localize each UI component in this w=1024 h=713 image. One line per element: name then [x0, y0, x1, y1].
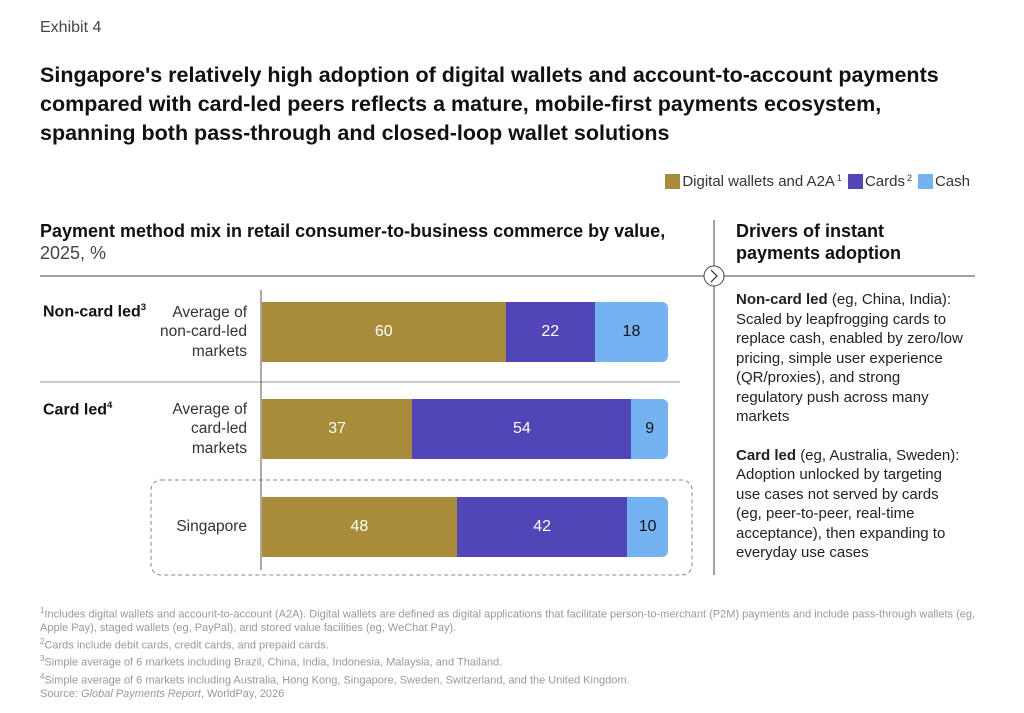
- group-name: Card led: [43, 401, 108, 419]
- footnote-mark: 1: [40, 606, 45, 615]
- legend-swatch: [847, 174, 863, 189]
- legend-label: Digital wallets and A2A: [682, 173, 835, 190]
- footnote-text: Includes digital wallets and account-to-…: [40, 608, 976, 634]
- value-label: 9: [645, 420, 655, 437]
- value-label: 54: [512, 420, 531, 437]
- group-label: Non-card led3: [43, 302, 146, 321]
- bar-segment: 42: [456, 497, 628, 557]
- footnote-text: Simple average of 6 markets including Au…: [44, 674, 630, 687]
- subtitle: Payment method mix in retail consumer-to…: [40, 221, 666, 241]
- source: Source: Global Payments Report, WorldPay…: [40, 688, 980, 701]
- footnote: 1Includes digital wallets and account-to…: [40, 604, 980, 635]
- legend-swatch: [917, 174, 933, 189]
- value-label: 42: [533, 518, 552, 535]
- footnote-mark: 3: [40, 654, 45, 664]
- footnote-mark: 4: [40, 671, 45, 681]
- category-label: Average of non-card-led markets: [159, 303, 247, 360]
- driver-label: Non-card led: [736, 291, 828, 308]
- footnote-mark: 3: [140, 302, 147, 313]
- bar-segment: 9: [631, 399, 668, 459]
- driver-item: Card led (eg, Australia, Sweden): Adopti…: [736, 446, 968, 563]
- bar-segment: 54: [412, 399, 632, 459]
- exhibit: Exhibit 4: [40, 19, 102, 36]
- source-publication: Global Payments Report: [80, 687, 201, 700]
- category-label: Average of card-led markets: [172, 400, 247, 457]
- footnotes: 1Includes digital wallets and account-to…: [40, 604, 980, 701]
- footnote: 2Cards include debit cards, credit cards…: [40, 635, 980, 653]
- legend-item: Cards 2: [847, 173, 912, 190]
- chevron: [710, 269, 718, 283]
- driver-text: (eg, China, India): Scaled by leapfroggi…: [736, 291, 963, 425]
- legend: Digital wallets and A2A 1 Cards 2 Cash: [665, 173, 970, 190]
- driver-text: (eg, Australia, Sweden): Adoption unlock…: [736, 446, 960, 562]
- legend-swatch: [665, 174, 681, 189]
- legend-label: Cash: [934, 173, 970, 190]
- footnote-mark: 2: [906, 173, 912, 183]
- footnote-mark: 2: [40, 636, 45, 646]
- footnote: 4Simple average of 6 markets including A…: [40, 670, 980, 688]
- legend-label: Cards: [864, 173, 905, 190]
- group-name: Non-card led: [43, 303, 141, 321]
- bar-segment: 10: [627, 497, 668, 557]
- footnote-mark: 1: [836, 173, 842, 183]
- footnote-text: Simple average of 6 markets including Br…: [44, 656, 503, 669]
- legend-item: Digital wallets and A2A 1: [665, 173, 842, 190]
- bar-segment: 48: [262, 497, 457, 557]
- category-label: Singapore: [176, 518, 247, 536]
- drivers: Non-card led (eg, China, India): Scaled …: [736, 290, 968, 582]
- value-label: 48: [350, 518, 369, 535]
- chevron-circle: [703, 265, 725, 287]
- value-label: 22: [541, 323, 560, 340]
- bar-segment: 37: [262, 399, 413, 459]
- drivers-heading: Drivers of instant payments adoption: [736, 221, 902, 263]
- footnote-text: Cards include debit cards, credit cards,…: [44, 639, 329, 652]
- subtitle-unit: 2025, %: [40, 243, 107, 263]
- legend-item: Cash: [917, 173, 970, 190]
- value-label: 18: [622, 323, 641, 340]
- footnote-mark: 4: [107, 400, 113, 411]
- driver-label: Card led: [736, 446, 797, 464]
- bar-segment: 18: [594, 302, 668, 362]
- bar-segment: 22: [505, 302, 595, 362]
- title: Singapore's relatively high adoption of …: [40, 63, 939, 145]
- driver-item: Non-card led (eg, China, India): Scaled …: [736, 290, 968, 427]
- value-label: 37: [328, 420, 346, 437]
- highlight-box: [150, 479, 693, 576]
- source-prefix: Source:: [40, 687, 78, 700]
- chart-subtitle: Payment method mix in retail consumer-to…: [40, 220, 680, 264]
- group-label: Card led4: [43, 400, 112, 419]
- footnote: 3Simple average of 6 markets including B…: [40, 652, 980, 670]
- value-label: 60: [374, 323, 393, 340]
- value-label: 10: [638, 518, 657, 535]
- source-rest: , WorldPay, 2026: [200, 687, 285, 700]
- bar-segment: 60: [262, 302, 506, 362]
